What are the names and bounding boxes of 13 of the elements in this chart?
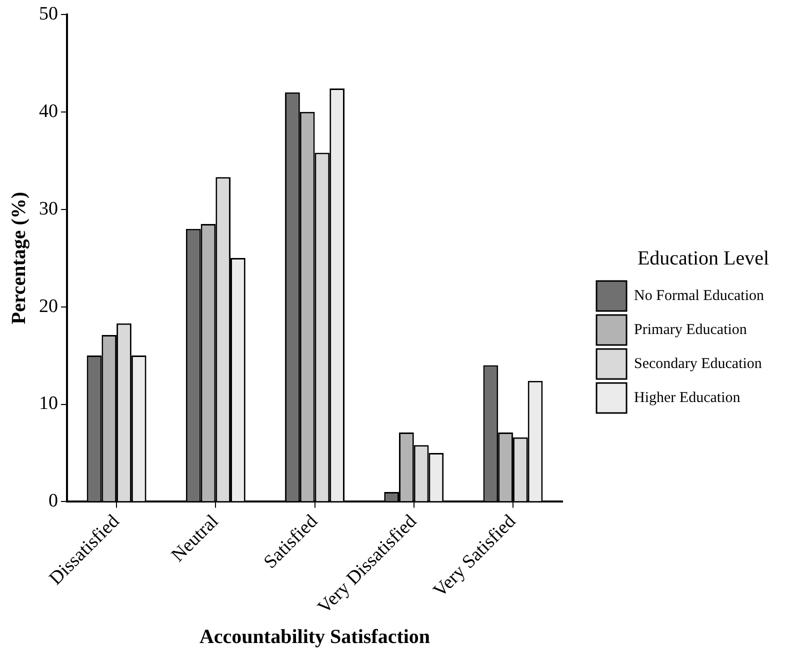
y-tick-label: 40 (39, 100, 58, 122)
legend-label: Secondary Education (634, 356, 762, 372)
legend-title: Education Level (637, 247, 770, 270)
x-axis-title: Accountability Satisfaction (199, 626, 430, 648)
y-axis-title: Percentage (%) (8, 192, 30, 324)
legend-label: Primary Education (634, 322, 748, 338)
legend-label: Higher Education (634, 390, 741, 406)
y-tick-label: 10 (39, 393, 58, 414)
y-tick-label: 30 (39, 198, 58, 220)
y-tick-label: 0 (48, 490, 58, 512)
y-tick-label: 50 (39, 3, 58, 24)
legend-label: No Formal Education (634, 288, 764, 304)
y-tick-label: 20 (39, 296, 58, 317)
